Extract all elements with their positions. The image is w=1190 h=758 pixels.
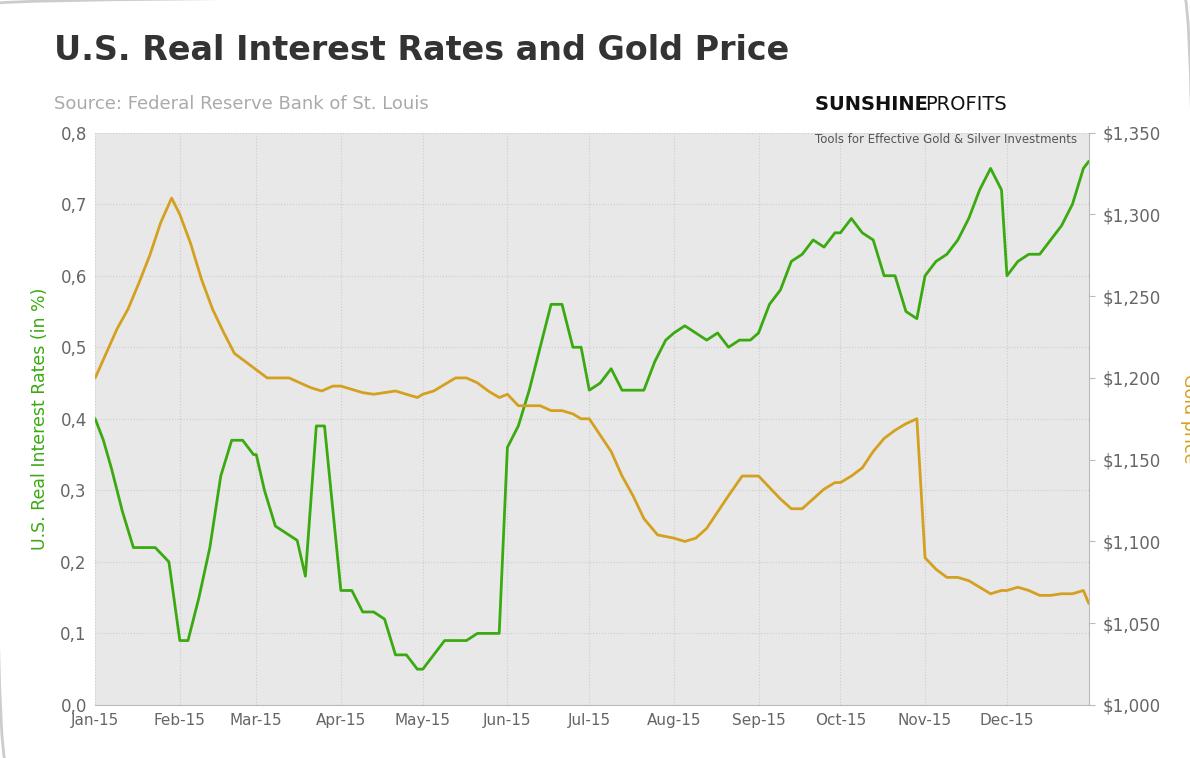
Text: Tools for Effective Gold & Silver Investments: Tools for Effective Gold & Silver Invest… bbox=[815, 133, 1077, 146]
Y-axis label: Gold price: Gold price bbox=[1179, 374, 1190, 464]
Y-axis label: U.S. Real Interest Rates (in %): U.S. Real Interest Rates (in %) bbox=[31, 287, 49, 550]
Text: U.S. Real Interest Rates and Gold Price: U.S. Real Interest Rates and Gold Price bbox=[54, 34, 789, 67]
Text: SUNSHINE: SUNSHINE bbox=[815, 95, 935, 114]
Text: Source: Federal Reserve Bank of St. Louis: Source: Federal Reserve Bank of St. Loui… bbox=[54, 95, 428, 113]
Text: PROFITS: PROFITS bbox=[925, 95, 1007, 114]
